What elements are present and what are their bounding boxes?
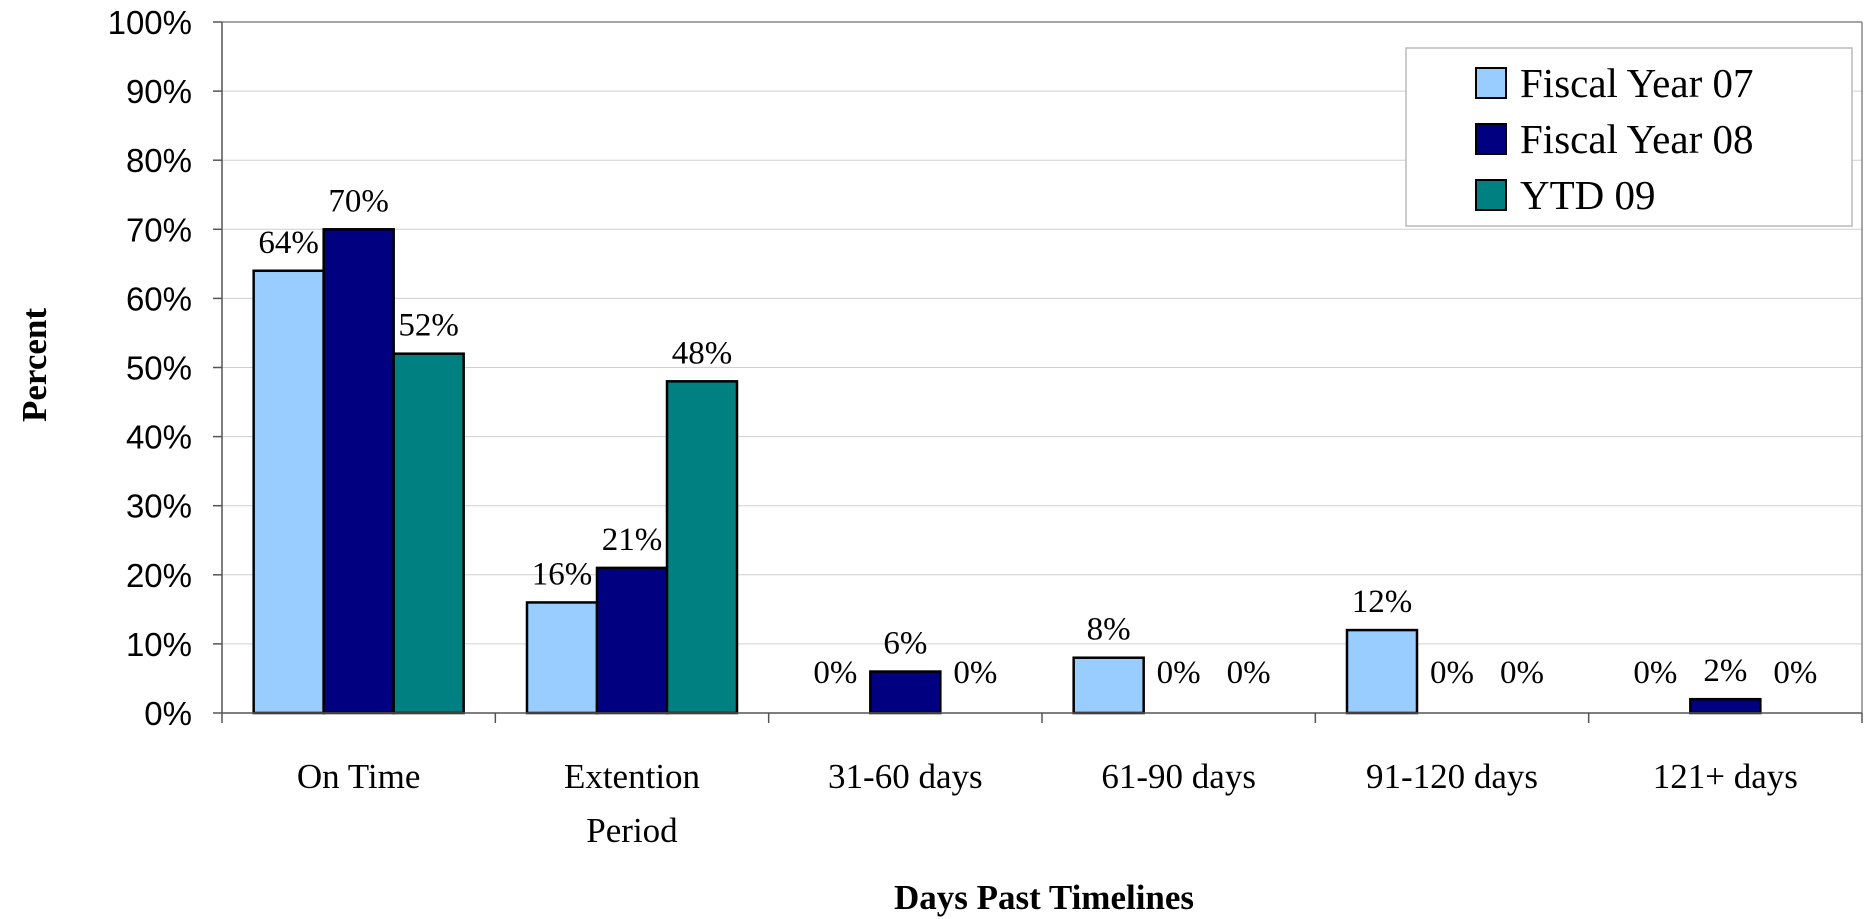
axes bbox=[221, 21, 1863, 723]
bar bbox=[665, 380, 739, 715]
data-label: 21% bbox=[602, 522, 663, 558]
bar bbox=[525, 601, 599, 715]
y-tick-label: 20% bbox=[126, 557, 192, 594]
y-tick-label: 90% bbox=[126, 73, 192, 110]
y-tick-label: 80% bbox=[126, 142, 192, 179]
legend: Fiscal Year 07 Fiscal Year 08 YTD 09 bbox=[1405, 47, 1853, 227]
y-tick-label: 10% bbox=[126, 626, 192, 663]
x-tick-label: 31-60 days bbox=[828, 757, 983, 796]
data-label: 0% bbox=[1227, 655, 1271, 691]
x-tick-label: Period bbox=[586, 811, 678, 850]
data-label: 70% bbox=[328, 183, 389, 219]
x-tick-label: 61-90 days bbox=[1101, 757, 1256, 796]
legend-swatch bbox=[1475, 123, 1507, 155]
x-tick-label: 91-120 days bbox=[1366, 757, 1538, 796]
data-label: 0% bbox=[953, 655, 997, 691]
data-label: 48% bbox=[672, 335, 733, 371]
legend-label: YTD 09 bbox=[1520, 172, 1656, 218]
bar bbox=[595, 566, 669, 715]
x-tick-label: 121+ days bbox=[1653, 757, 1798, 796]
data-label: 16% bbox=[532, 556, 593, 592]
data-label: 8% bbox=[1087, 612, 1131, 648]
legend-swatch bbox=[1475, 67, 1507, 99]
data-label: 12% bbox=[1352, 584, 1413, 620]
bar bbox=[1345, 628, 1419, 715]
data-label: 0% bbox=[813, 655, 857, 691]
y-tick-label: 30% bbox=[126, 488, 192, 525]
data-label: 0% bbox=[1633, 655, 1677, 691]
y-tick-label: 0% bbox=[144, 695, 192, 732]
bar bbox=[322, 228, 395, 715]
x-axis-categories: On Time Extention Period 31-60 days 61-90 da… bbox=[297, 757, 1798, 850]
data-label: 0% bbox=[1430, 655, 1474, 691]
bar bbox=[1072, 656, 1145, 715]
y-tick-label: 70% bbox=[126, 211, 192, 248]
x-axis-title: Days Past Timelines bbox=[894, 878, 1194, 917]
y-tick-label: 40% bbox=[126, 419, 192, 456]
y-tick-label: 60% bbox=[126, 280, 192, 317]
bar bbox=[869, 670, 942, 715]
legend-label: Fiscal Year 08 bbox=[1520, 116, 1753, 162]
data-label: 0% bbox=[1773, 655, 1817, 691]
data-label: 6% bbox=[883, 626, 927, 662]
legend-swatch bbox=[1475, 179, 1507, 211]
bar bbox=[392, 352, 465, 715]
y-axis-ticks: 0% 10% 20% 30% 40% 50% 60% 70% 80% 90% 100% bbox=[108, 4, 222, 732]
bar bbox=[1689, 697, 1762, 715]
y-tick-label: 50% bbox=[126, 350, 192, 387]
y-axis-title: Percent bbox=[15, 308, 54, 422]
data-label: 0% bbox=[1500, 655, 1544, 691]
bars bbox=[252, 228, 1762, 715]
x-tick-label: On Time bbox=[297, 757, 421, 796]
data-label: 64% bbox=[258, 225, 319, 261]
data-label: 52% bbox=[398, 308, 459, 344]
bar bbox=[252, 269, 325, 715]
data-labels: 64%70% 52% 16%21% 48% 0% 6% 0% 8% 0% 0% 12% 0% 0% 0% 2… bbox=[258, 183, 1817, 691]
legend-label: Fiscal Year 07 bbox=[1520, 60, 1753, 106]
x-tick-label: Extention bbox=[564, 757, 700, 796]
y-tick-label: 100% bbox=[108, 4, 192, 41]
data-label: 0% bbox=[1157, 655, 1201, 691]
data-label: 2% bbox=[1703, 653, 1747, 689]
